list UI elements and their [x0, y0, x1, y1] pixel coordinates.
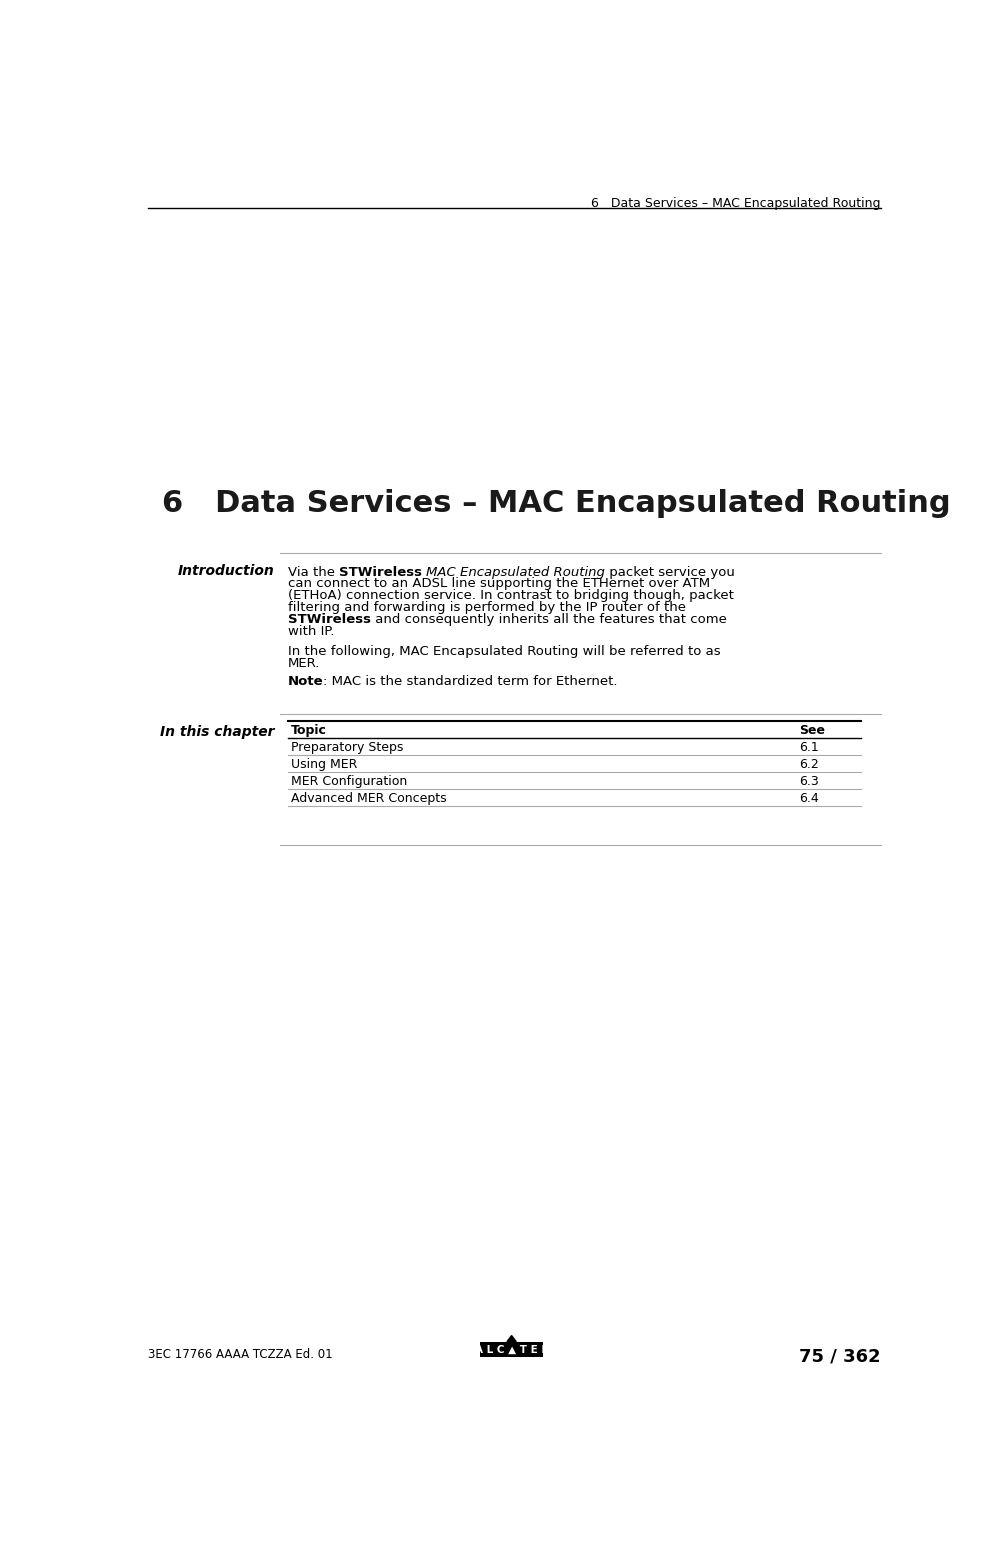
Text: MER Configuration: MER Configuration	[291, 775, 407, 787]
Text: STWireless: STWireless	[288, 613, 371, 626]
Text: 6.3: 6.3	[799, 775, 819, 787]
Text: MAC Encapsulated Routing: MAC Encapsulated Routing	[427, 566, 605, 579]
Text: Using MER: Using MER	[291, 758, 357, 770]
Text: See: See	[799, 724, 825, 736]
Text: Advanced MER Concepts: Advanced MER Concepts	[291, 792, 447, 804]
Text: Via the: Via the	[288, 566, 339, 579]
Text: A L C ▲ T E L: A L C ▲ T E L	[476, 1344, 548, 1355]
Text: 6.1: 6.1	[799, 741, 819, 753]
Text: In this chapter: In this chapter	[160, 725, 275, 739]
Text: Introduction: Introduction	[178, 565, 275, 579]
Text: packet service you: packet service you	[605, 566, 735, 579]
Text: 75 / 362: 75 / 362	[799, 1349, 880, 1366]
Bar	[480, 1342, 543, 1358]
Text: (ETHoA) connection service. In contrast to bridging though, packet: (ETHoA) connection service. In contrast …	[288, 589, 733, 602]
Text: STWireless: STWireless	[339, 566, 422, 579]
Text: can connect to an ADSL line supporting the ETHernet over ATM: can connect to an ADSL line supporting t…	[288, 577, 709, 591]
Polygon shape	[506, 1336, 516, 1342]
Text: Preparatory Steps: Preparatory Steps	[291, 741, 404, 753]
Text: and consequently inherits all the features that come: and consequently inherits all the featur…	[371, 613, 726, 626]
Text: Topic: Topic	[291, 724, 327, 736]
Text: 6.4: 6.4	[799, 792, 819, 804]
Text: 6.2: 6.2	[799, 758, 819, 770]
Text: : MAC is the standardized term for Ethernet.: : MAC is the standardized term for Ether…	[324, 674, 617, 688]
Text: MER.: MER.	[288, 657, 320, 670]
Text: filtering and forwarding is performed by the IP router of the: filtering and forwarding is performed by…	[288, 602, 685, 614]
Text: 6   Data Services – MAC Encapsulated Routing: 6 Data Services – MAC Encapsulated Routi…	[591, 196, 880, 210]
Text: 6   Data Services – MAC Encapsulated Routing: 6 Data Services – MAC Encapsulated Routi…	[162, 489, 951, 518]
Text: 3EC 17766 AAAA TCZZA Ed. 01: 3EC 17766 AAAA TCZZA Ed. 01	[148, 1349, 333, 1361]
Text: In the following, MAC Encapsulated Routing will be referred to as: In the following, MAC Encapsulated Routi…	[288, 645, 720, 657]
Text: with IP.: with IP.	[288, 625, 334, 639]
Text: Note: Note	[288, 674, 324, 688]
